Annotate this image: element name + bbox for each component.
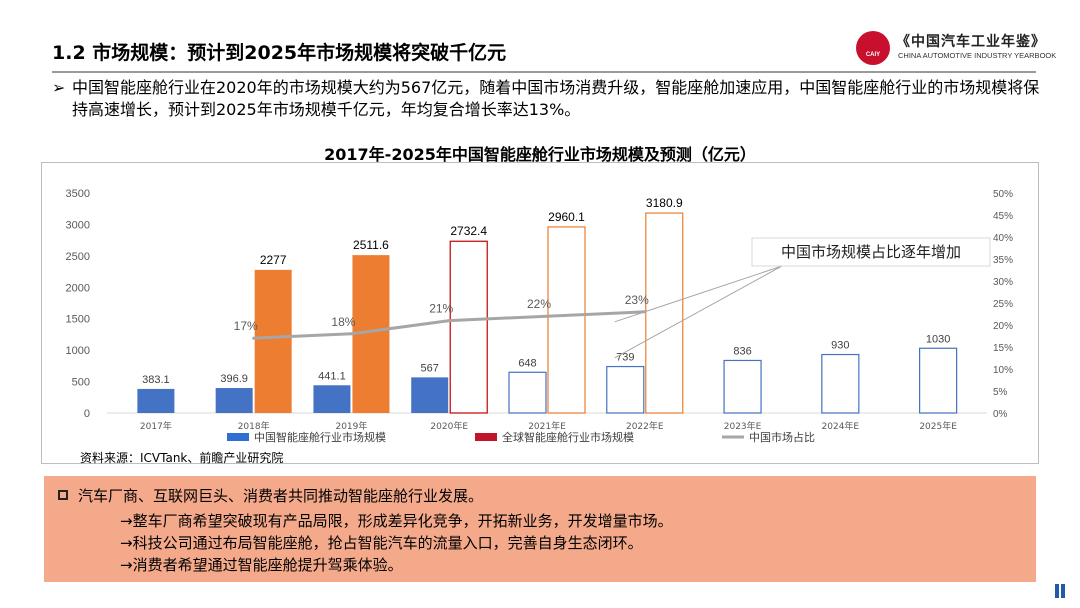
header-divider — [52, 71, 1036, 73]
right-axis-tick-label: 45% — [993, 211, 1013, 222]
global-bar-label: 2960.1 — [548, 210, 585, 224]
china-market-bar — [137, 388, 175, 413]
right-axis-tick-label: 40% — [993, 233, 1013, 244]
right-axis-tick-label: 50% — [993, 189, 1013, 200]
legend-swatch — [475, 433, 497, 441]
china-share-point — [252, 336, 256, 340]
x-axis-tick-label: 2017年 — [140, 420, 172, 432]
left-axis-tick-label: 1500 — [66, 314, 90, 326]
right-axis-tick-label: 10% — [993, 365, 1013, 376]
chart-title: 2017年-2025年中国智能座舱行业市场规模及预测（亿元） — [324, 145, 756, 164]
market-size-chart: 0 500 1000 1500 2000 2500 3000 3500 0% 5% 10% 15% 20… — [66, 188, 1014, 444]
china-share-label: 17% — [234, 319, 258, 333]
china-market-bar — [215, 388, 253, 413]
x-axis-tick-label: 2024年E — [822, 420, 860, 432]
x-axis-tick-label: 2019年 — [335, 420, 367, 432]
right-axis-tick-label: 15% — [993, 343, 1013, 354]
annotation-leader-line — [614, 265, 783, 359]
x-axis-tick-label: 2018年 — [238, 420, 270, 432]
global-bar-label: 2511.6 — [353, 238, 389, 252]
logo-subtitle: CHINA AUTOMOTIVE INDUSTRY YEARBOOK — [898, 51, 1057, 60]
china-market-bar — [508, 371, 547, 414]
right-axis-tick-label: 30% — [993, 277, 1013, 288]
logo-title: 《中国汽车工业年鉴》 — [896, 34, 1046, 50]
china-share-label: 23% — [625, 293, 649, 307]
global-bar-label: 3180.9 — [646, 196, 683, 210]
china-bar-label: 441.1 — [318, 370, 346, 382]
arrow-bullet-icon: ➢ — [52, 78, 66, 97]
panel-headline: 汽车厂商、互联网巨头、消费者共同推动智能座舱行业发展。 — [58, 485, 483, 506]
china-share-label: 18% — [331, 315, 355, 329]
annotation-box — [751, 237, 991, 267]
global-market-bar — [449, 240, 488, 414]
left-axis-tick-label: 500 — [72, 377, 90, 389]
panel-point: →科技公司通过布局智能座舱，抢占智能汽车的流量入口，完善自身生态闭环。 — [120, 534, 643, 552]
china-bar-label: 567 — [421, 362, 439, 374]
right-axis-tick-label: 25% — [993, 299, 1013, 310]
china-market-bar — [606, 365, 645, 414]
x-axis-tick-label: 2021年E — [528, 420, 566, 432]
china-market-bar — [723, 359, 762, 414]
panel-point: →消费者希望通过智能座舱提升驾乘体验。 — [120, 556, 403, 574]
china-bar-label: 383.1 — [142, 374, 170, 386]
right-axis-tick-label: 20% — [993, 321, 1013, 332]
x-axis-tick-label: 2022年E — [626, 420, 664, 432]
left-axis-tick-label: 3000 — [66, 219, 90, 231]
legend-swatch — [227, 433, 249, 441]
china-market-bar — [919, 347, 958, 414]
x-axis-tick-label: 2023年E — [724, 420, 762, 432]
china-share-line — [253, 310, 645, 340]
global-market-bar — [547, 226, 586, 414]
panel-line: 汽车厂商、互联网巨头、消费者共同推动智能座舱行业发展。 — [78, 487, 484, 505]
page-indicator-icon — [1061, 584, 1065, 598]
page-title: 1.2 市场规模：预计到2025年市场规模将突破千亿元 — [52, 42, 507, 64]
annotation-text: 中国市场规模占比逐年增加 — [781, 243, 961, 261]
china-market-bar — [821, 353, 860, 414]
china-bar-label: 930 — [831, 340, 849, 352]
summary-panel: 汽车厂商、互联网巨头、消费者共同推动智能座舱行业发展。 →整车厂商希望突破现有产… — [44, 476, 1036, 582]
x-axis-tick-label: 2020年E — [430, 420, 468, 432]
page-indicator-icon — [1055, 584, 1059, 598]
china-bar-label: 648 — [518, 357, 536, 369]
china-share-label: 22% — [527, 297, 551, 311]
china-market-bar — [313, 385, 351, 413]
right-axis-tick-label: 5% — [993, 387, 1008, 398]
left-axis-tick-label: 0 — [84, 408, 90, 420]
china-share-point — [349, 332, 353, 336]
caiy-logo-icon: CAIY — [856, 31, 890, 65]
china-share-point — [447, 319, 451, 323]
global-bar-label: 2732.4 — [450, 224, 487, 238]
china-market-bar — [411, 377, 449, 413]
china-bar-label: 396.9 — [220, 373, 248, 385]
china-share-point — [545, 314, 549, 318]
left-axis-tick-label: 3500 — [66, 188, 90, 200]
publisher-logo: CAIY 《中国汽车工业年鉴》 CHINA AUTOMOTIVE INDUSTR… — [856, 28, 1056, 68]
square-bullet-icon — [58, 490, 68, 500]
legend-label: 中国智能座舱行业市场规模 — [254, 430, 386, 444]
x-axis-tick-label: 2025年E — [919, 420, 957, 432]
logo-badge: CAIY — [865, 52, 881, 58]
left-axis-tick-label: 2500 — [66, 251, 90, 263]
global-market-bar — [645, 212, 684, 414]
legend-label: 中国市场占比 — [749, 430, 815, 444]
china-bar-label: 739 — [616, 352, 634, 364]
intro-text: 中国智能座舱行业在2020年的市场规模大约为567亿元，随着中国市场消费升级，智… — [72, 78, 1040, 119]
global-market-bar — [254, 269, 292, 413]
right-axis-tick-label: 0% — [993, 409, 1008, 420]
china-bar-label: 1030 — [926, 333, 950, 345]
global-bar-label: 2277 — [260, 253, 287, 267]
china-share-label: 21% — [429, 302, 453, 316]
intro-paragraph: ➢ 中国智能座舱行业在2020年的市场规模大约为567亿元，随着中国市场消费升级… — [52, 77, 1042, 121]
data-source: 资料来源：ICVTank、前瞻产业研究院 — [80, 451, 284, 465]
right-axis-tick-label: 35% — [993, 255, 1013, 266]
legend-label: 全球智能座舱行业市场规模 — [502, 430, 634, 444]
china-bar-label: 836 — [733, 345, 751, 357]
annotation-leader-line — [614, 265, 783, 323]
chart-frame: 0 500 1000 1500 2000 2500 3000 3500 0% 5% 10% 15% 20… — [41, 162, 1039, 464]
panel-point: →整车厂商希望突破现有产品局限，形成差异化竞争，开拓新业务，开发增量市场。 — [120, 512, 673, 530]
left-axis-tick-label: 1000 — [66, 345, 90, 357]
left-axis-tick-label: 2000 — [66, 282, 90, 294]
